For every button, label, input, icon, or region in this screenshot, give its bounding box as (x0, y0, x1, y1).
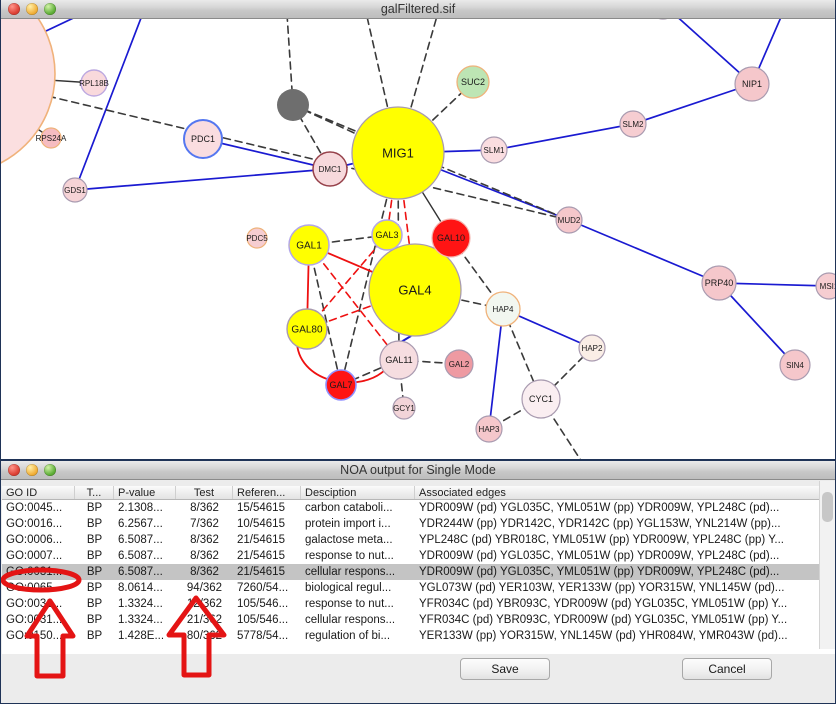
svg-text:GAL4: GAL4 (398, 283, 431, 298)
svg-text:HAP2: HAP2 (582, 344, 603, 353)
svg-text:GAL3: GAL3 (375, 230, 398, 240)
svg-text:GAL11: GAL11 (385, 355, 412, 365)
svg-text:PDC5: PDC5 (246, 234, 268, 243)
svg-text:NIP1: NIP1 (742, 79, 762, 89)
svg-text:SLM2: SLM2 (623, 120, 644, 129)
svg-text:RPL18B: RPL18B (79, 79, 109, 88)
svg-text:SUC2: SUC2 (461, 77, 485, 87)
svg-text:GAL1: GAL1 (296, 241, 322, 252)
svg-text:DMC1: DMC1 (319, 165, 342, 174)
svg-text:SLM1: SLM1 (484, 146, 505, 155)
svg-text:GDS1: GDS1 (64, 186, 86, 195)
svg-text:GAL2: GAL2 (449, 360, 470, 369)
svg-text:GCY1: GCY1 (393, 404, 415, 413)
svg-text:GAL7: GAL7 (329, 380, 352, 390)
svg-text:HAP4: HAP4 (493, 305, 514, 314)
svg-text:PRP40: PRP40 (705, 278, 734, 288)
svg-text:MIG1: MIG1 (382, 146, 414, 161)
svg-text:MUD2: MUD2 (558, 216, 581, 225)
svg-text:GAL10: GAL10 (437, 233, 465, 243)
svg-text:SIN4: SIN4 (786, 361, 804, 370)
svg-text:HAP3: HAP3 (479, 425, 500, 434)
svg-text:PDC1: PDC1 (191, 134, 215, 144)
svg-text:MSI1: MSI1 (820, 282, 836, 291)
svg-text:CYC1: CYC1 (529, 394, 553, 404)
svg-text:GAL80: GAL80 (291, 325, 323, 336)
svg-text:RPS24A: RPS24A (36, 134, 67, 143)
